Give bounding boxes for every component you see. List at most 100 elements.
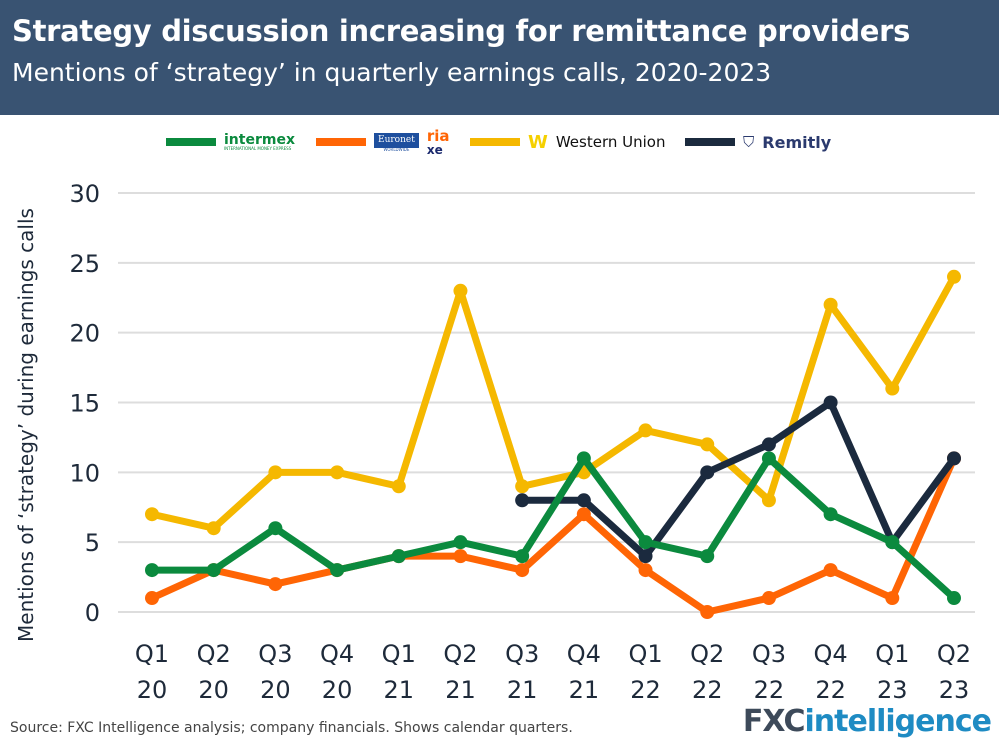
data-point [947, 591, 961, 606]
intermex-logo-subtext: INTERNATIONAL MONEY EXPRESS [224, 146, 292, 151]
x-tick-label: Q4 [567, 640, 601, 668]
x-tick-label: Q2 [197, 640, 231, 668]
x-tick-label: 23 [939, 676, 970, 700]
x-tick-label: Q4 [814, 640, 848, 668]
data-point [885, 381, 900, 396]
intermex-logo: intermex INTERNATIONAL MONEY EXPRESS [224, 133, 295, 151]
x-tick-label: 21 [507, 676, 538, 700]
data-point [515, 479, 530, 494]
legend-swatch [166, 138, 216, 146]
data-point [391, 479, 406, 494]
legend-intermex: intermex INTERNATIONAL MONEY EXPRESS [166, 122, 295, 162]
legend-swatch [470, 138, 520, 146]
data-point [453, 535, 468, 550]
y-tick-label: 20 [69, 320, 100, 348]
data-point [700, 605, 715, 619]
brand-part-b: intelligence [804, 704, 992, 739]
x-tick-label: Q1 [135, 640, 169, 668]
xe-logo-text: xe [426, 142, 443, 157]
x-tick-label: 21 [569, 676, 600, 700]
x-tick-label: Q4 [320, 640, 354, 668]
data-point [823, 395, 838, 410]
x-tick-label: Q2 [937, 640, 971, 668]
x-tick-label: Q2 [690, 640, 724, 668]
ria-logo-text: ria [426, 126, 450, 145]
fxc-intelligence-logo: FXCintelligence [742, 704, 992, 739]
data-point [761, 493, 776, 508]
x-tick-label: 20 [137, 676, 168, 700]
brand-part-a: FXC [742, 704, 806, 739]
legend-swatch [316, 138, 366, 146]
y-tick-label: 15 [69, 390, 100, 418]
data-point [638, 535, 653, 550]
data-point [700, 437, 715, 452]
data-point [823, 507, 838, 522]
x-tick-label: Q1 [382, 640, 416, 668]
series-line [152, 454, 957, 601]
series-line [522, 399, 957, 560]
data-point [761, 451, 776, 466]
data-point [515, 563, 530, 578]
x-tick-label: 23 [877, 676, 908, 700]
data-point [823, 297, 838, 312]
data-point [885, 535, 900, 550]
x-tick-label: Q1 [875, 640, 909, 668]
y-tick-label: 0 [85, 599, 100, 627]
data-point [947, 451, 961, 466]
x-tick-label: Q3 [258, 640, 292, 668]
data-point [268, 521, 283, 536]
data-point [638, 549, 653, 564]
data-point [700, 465, 715, 480]
data-point [206, 563, 221, 578]
euronet-logo-subtext: WORLDWIDE [383, 146, 410, 152]
x-tick-label: 20 [260, 676, 291, 700]
data-point [145, 507, 159, 522]
intermex-logo-text: intermex [224, 132, 295, 148]
x-tick-label: 22 [630, 676, 661, 700]
x-tick-label: 21 [383, 676, 414, 700]
chart-title: Strategy discussion increasing for remit… [12, 14, 911, 48]
ria-xe-logo: ria xe [426, 126, 450, 157]
data-point [700, 549, 715, 564]
data-point [330, 563, 345, 578]
legend-western-union: W Western Union [470, 122, 665, 162]
x-tick-label: Q3 [752, 640, 786, 668]
data-point [761, 437, 776, 452]
data-point [453, 549, 468, 564]
x-tick-label: 22 [692, 676, 723, 700]
series-line [150, 456, 958, 616]
data-point [576, 507, 591, 522]
x-tick-label: 20 [322, 676, 353, 700]
x-tick-label: 22 [815, 676, 846, 700]
chart-subtitle: Mentions of ‘strategy’ in quarterly earn… [12, 58, 772, 87]
x-tick-label: Q2 [443, 640, 477, 668]
data-point [145, 563, 159, 578]
data-point [638, 563, 653, 578]
series-line [151, 275, 958, 532]
data-point [947, 269, 961, 284]
data-point [515, 549, 530, 564]
y-tick-label: 30 [69, 180, 100, 208]
western-union-logo-text: Western Union [555, 133, 666, 151]
data-point [206, 521, 221, 536]
y-tick-label: 5 [85, 529, 100, 557]
x-tick-label: 21 [445, 676, 476, 700]
data-point [453, 283, 468, 298]
data-point [823, 563, 838, 578]
source-note: Source: FXC Intelligence analysis; compa… [10, 720, 573, 736]
data-point [638, 423, 653, 438]
western-union-w-icon: W [528, 131, 548, 153]
x-tick-label: Q1 [628, 640, 662, 668]
x-tick-label: 22 [754, 676, 785, 700]
x-tick-label: Q3 [505, 640, 539, 668]
data-point [268, 577, 283, 592]
remitly-logo-text: Remitly [762, 132, 832, 152]
data-point [761, 591, 776, 606]
remitly-shield-icon: ⛉ [743, 133, 755, 151]
legend-swatch [685, 138, 735, 146]
data-point [885, 591, 900, 606]
data-point [330, 465, 345, 480]
y-tick-label: 10 [69, 459, 100, 487]
euronet-logo-text: Euronet [374, 132, 419, 148]
data-point [576, 493, 591, 508]
